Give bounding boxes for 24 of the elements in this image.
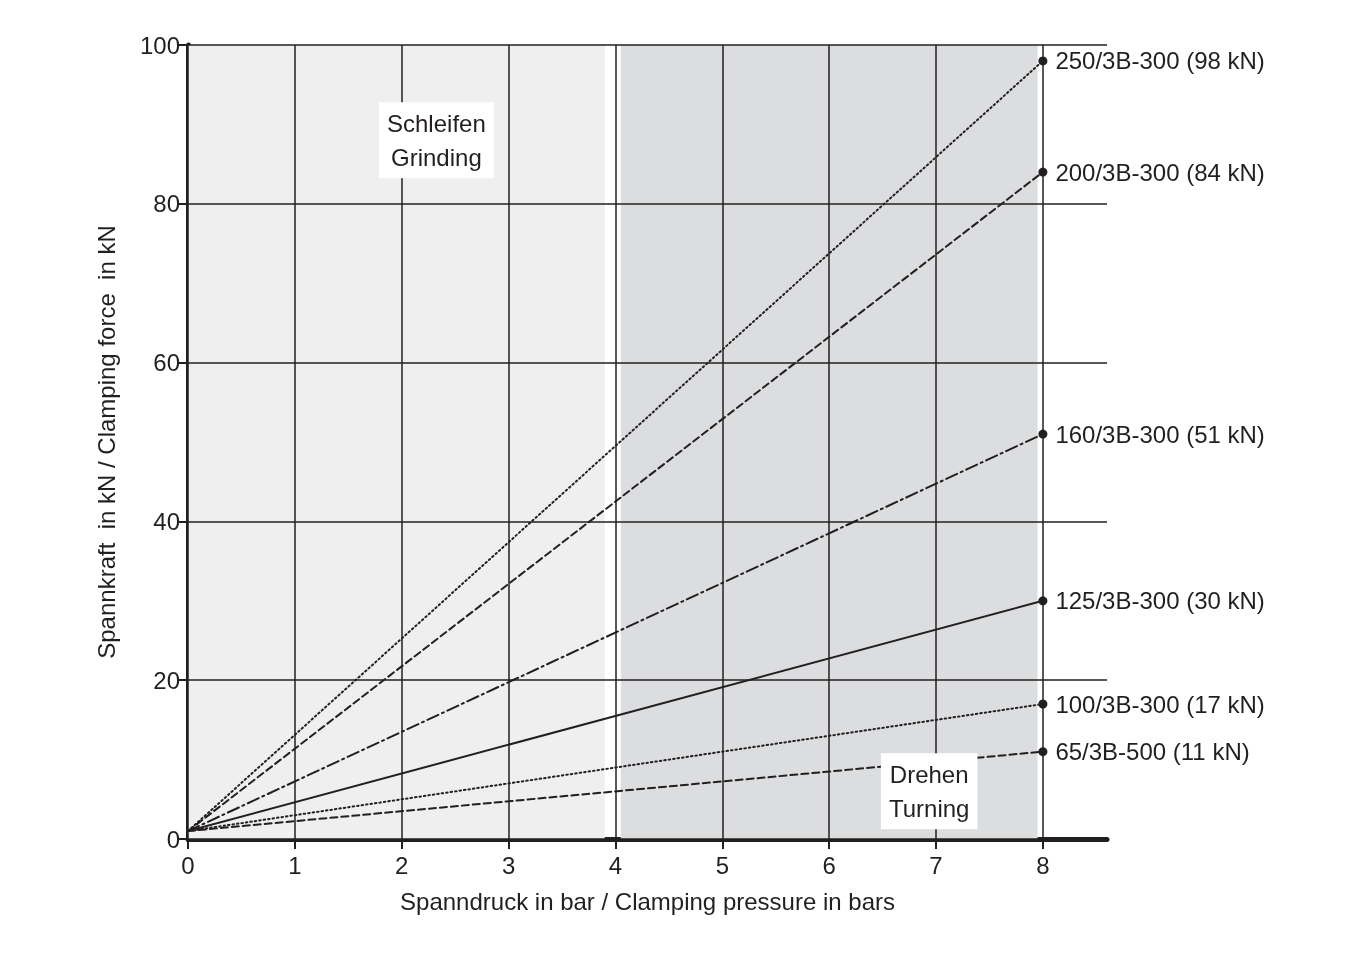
x-tick-label: 2 [395, 851, 409, 879]
band-label: Drehen Turning [888, 760, 970, 822]
x-tick-label: 3 [501, 851, 516, 879]
series-label: 65/3B-500 (11 kN) [1055, 738, 1250, 766]
y-tick-label: 100 [139, 31, 180, 59]
x-tick-label: 6 [822, 851, 836, 879]
y-tick-label: 40 [153, 507, 180, 535]
x-axis-title: Spanndruck in bar / Clamping pressure in bars [400, 887, 895, 915]
series-label: 160/3B-300 (51 kN) [1055, 420, 1265, 448]
x-tick-label: 1 [288, 851, 302, 879]
series-label: 250/3B-300 (98 kN) [1055, 47, 1265, 75]
x-tick-label: 7 [929, 851, 943, 879]
x-tick-label: 4 [608, 851, 623, 879]
x-tick-label: 5 [715, 851, 729, 879]
series-label: 100/3B-300 (17 kN) [1055, 690, 1265, 718]
y-tick-label: 20 [153, 666, 180, 694]
y-tick-label: 80 [153, 190, 180, 218]
band-label: Schleifen Grinding [387, 109, 486, 171]
x-tick-label: 8 [1036, 851, 1050, 879]
y-tick-label: 60 [153, 349, 180, 377]
series-label: 200/3B-300 (84 kN) [1055, 158, 1265, 186]
series-label: 125/3B-300 (30 kN) [1055, 587, 1265, 615]
y-tick-label: 0 [166, 825, 180, 853]
y-axis-title: Spannkraft in kN / Clamping force in kN [92, 225, 120, 659]
